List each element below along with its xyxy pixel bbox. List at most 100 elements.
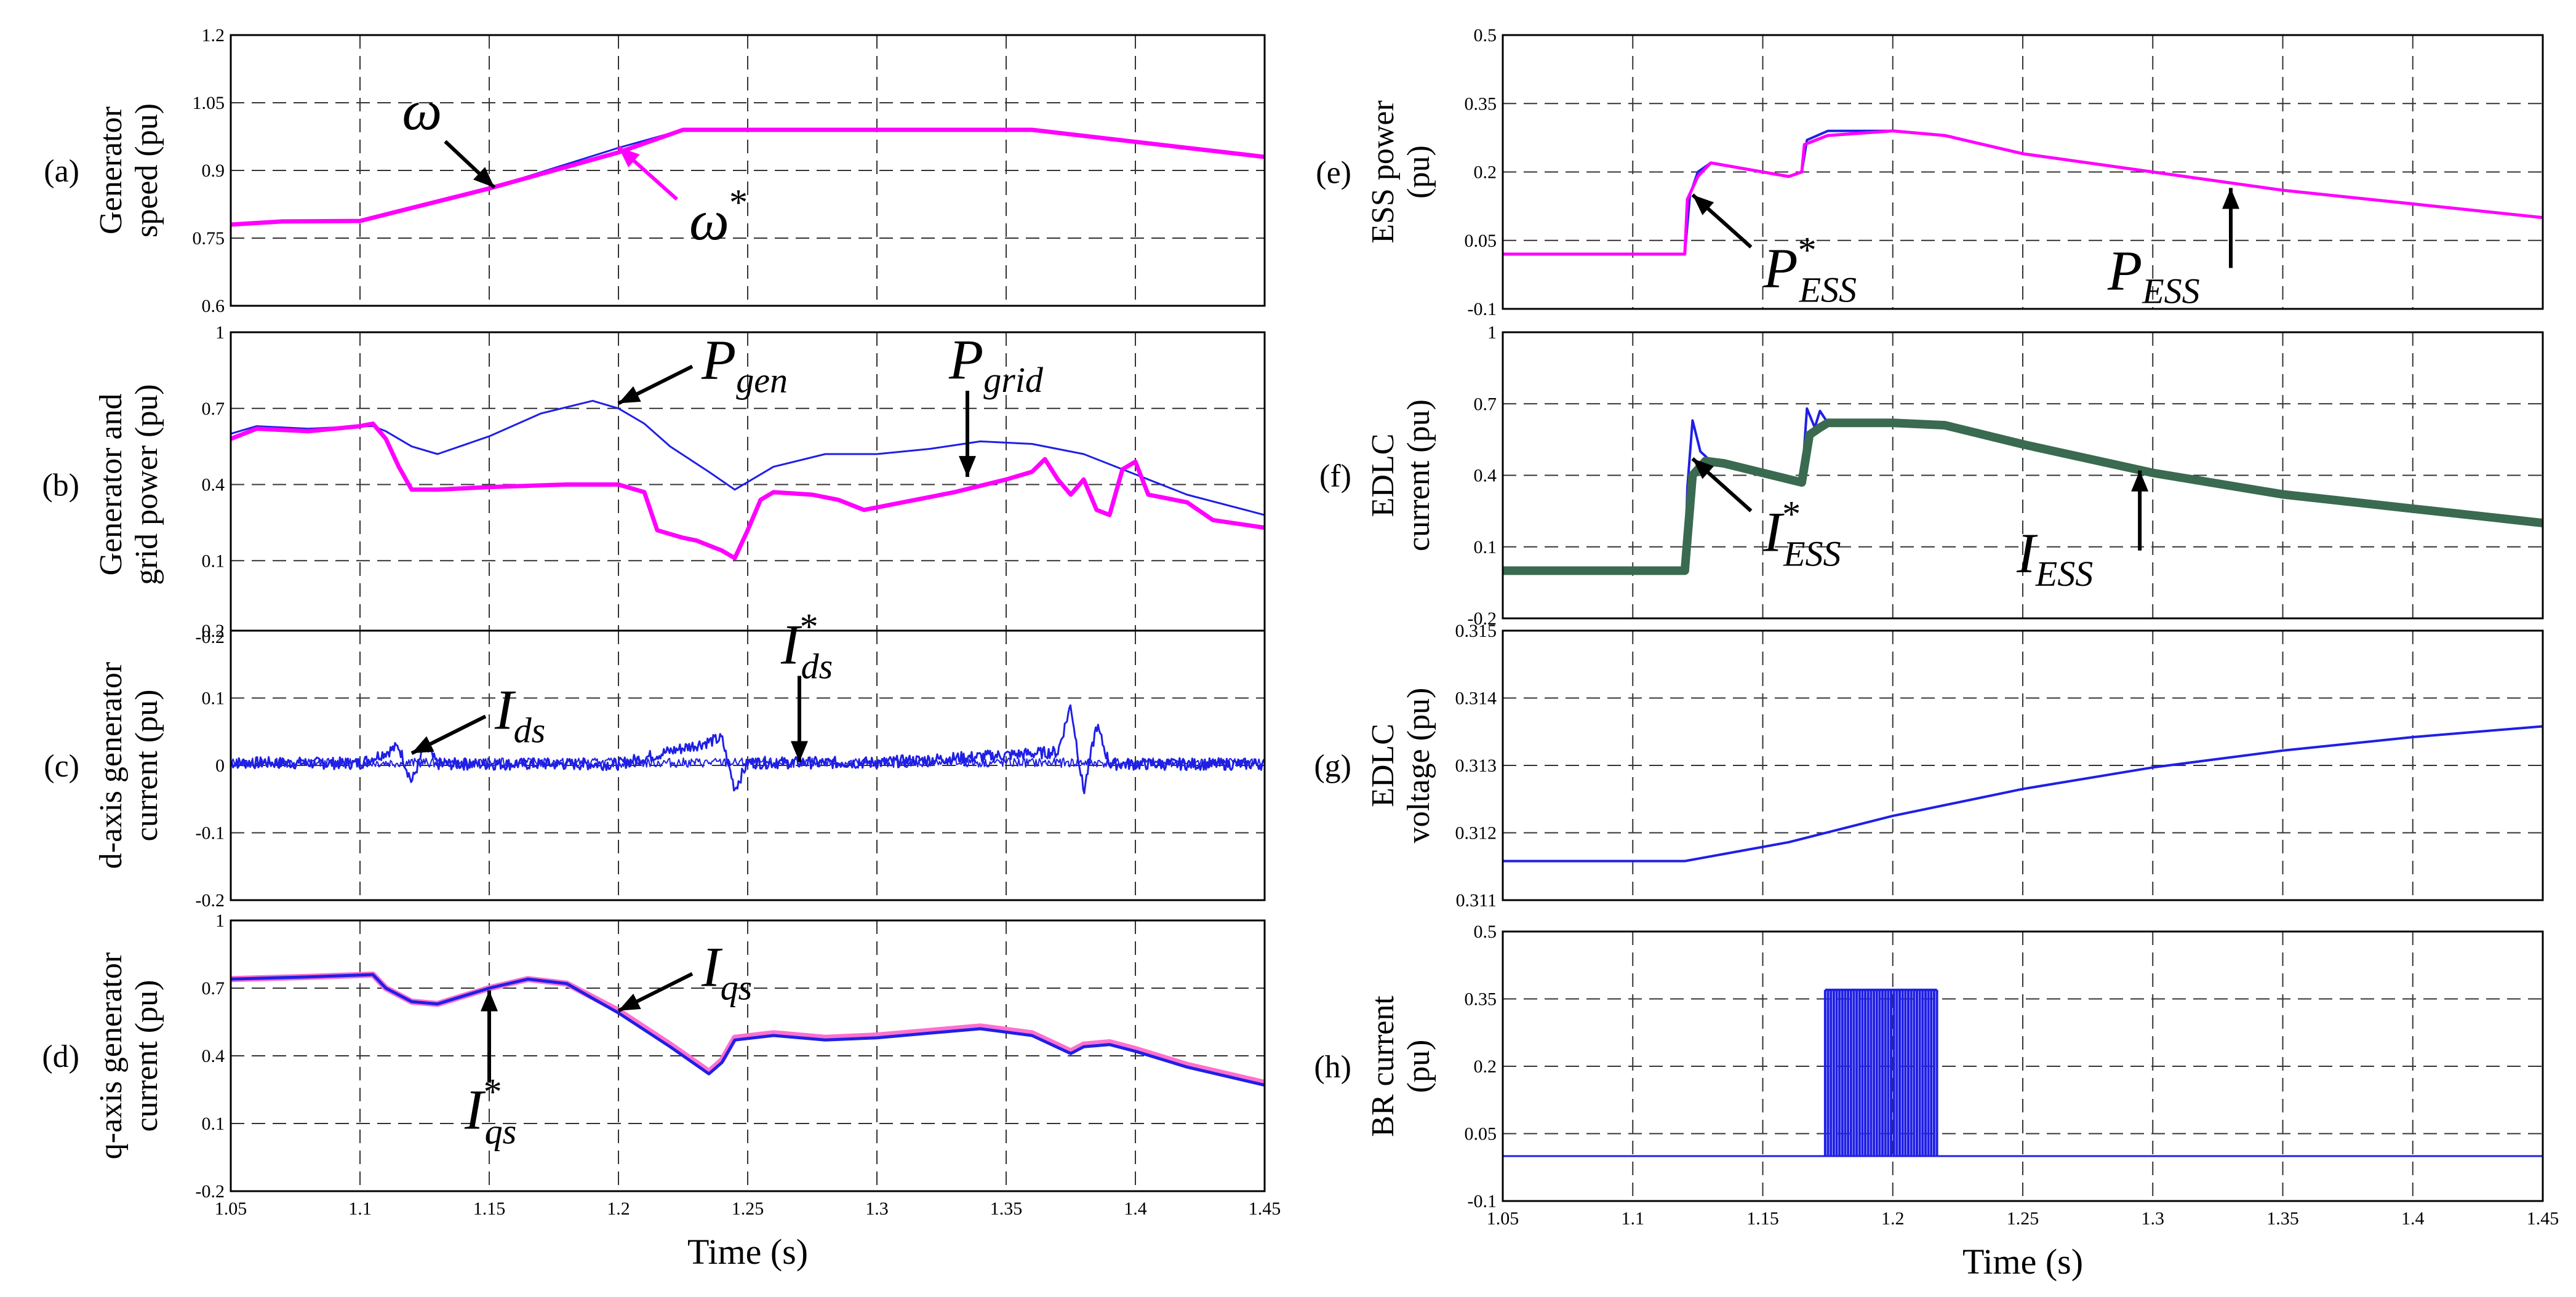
x-tick-label: 1.25	[2007, 1208, 2039, 1229]
y-tick-label: 0.4	[1474, 466, 1497, 486]
y-tick-label: -0.1	[196, 823, 225, 844]
series-group	[1503, 129, 2543, 256]
y-tick-label: -0.2	[196, 627, 225, 647]
x-axis-label: Time (s)	[1962, 1242, 2083, 1282]
annotation-label-1: IESS	[2016, 522, 2093, 594]
y-axis-label: (pu)	[1401, 1040, 1436, 1093]
y-axis-label: ESS power	[1366, 100, 1401, 244]
panel-label: (c)	[44, 749, 79, 784]
annotation-label-0: ω	[402, 79, 442, 142]
y-tick-label: 1.05	[193, 93, 225, 113]
panel-f: -0.2 0.1 0.4 0.7 1 EDLC current (pu) (f) I* ESS IE…	[1319, 322, 2544, 629]
axes-frame	[1502, 629, 2544, 901]
y-tick-label: 0.311	[1456, 890, 1497, 911]
y-tick-label: 0.7	[202, 399, 225, 419]
series-line-1	[231, 127, 1265, 227]
y-tick-label: 0.9	[202, 161, 225, 181]
x-tick-label: 1.45	[2527, 1208, 2559, 1229]
annotation-arrow-0-head	[1692, 458, 1714, 479]
annotation-label-1: I* ds	[780, 607, 833, 687]
y-tick-label: -0.2	[196, 1181, 225, 1202]
y-tick-label: 0.7	[1474, 394, 1497, 414]
x-tick-label: 1.2	[607, 1199, 630, 1219]
panel-label: (f)	[1319, 459, 1351, 494]
y-axis-label: q-axis generator	[94, 952, 129, 1159]
y-tick-label: 0.5	[1474, 922, 1497, 942]
x-tick-label: 1.4	[1124, 1199, 1147, 1219]
annotation-arrow-1-head	[618, 146, 640, 167]
y-tick-label: 0.05	[1465, 1124, 1497, 1144]
y-axis-label: current (pu)	[1401, 399, 1436, 551]
y-tick-label: 0.75	[193, 228, 225, 249]
y-axis-label: Generator and	[94, 394, 129, 576]
annotation-label-1: ω*	[689, 182, 748, 252]
x-axis-label: Time (s)	[687, 1232, 808, 1272]
annotation-arrow-1-head	[2131, 470, 2149, 492]
x-tick-label: 1.05	[1487, 1208, 1519, 1229]
axes-frame	[230, 629, 1266, 901]
y-tick-label: 0.1	[202, 1114, 225, 1134]
panel-h: -0.1 0.05 0.2 0.35 0.5 1.05 1.1 1.15 1.2 1.25 1.3 1…	[1314, 922, 2559, 1282]
y-tick-label: -0.2	[1468, 609, 1497, 629]
series-group	[1503, 725, 2543, 863]
y-tick-label: -0.1	[1468, 1191, 1497, 1211]
x-tick-label: 1.45	[1249, 1199, 1281, 1219]
annotation-arrow-0-head	[618, 993, 641, 1011]
y-tick-label: 1	[215, 322, 225, 343]
y-tick-label: 0.2	[1474, 162, 1497, 183]
series-group	[1503, 988, 2543, 1157]
y-axis-label: grid power (pu)	[129, 384, 164, 585]
panel-e: -0.1 0.05 0.2 0.35 0.5 ESS power (pu) (e) P* ESS P…	[1316, 25, 2544, 319]
y-tick-label: 0.5	[1474, 25, 1497, 46]
y-tick-label: 0.4	[202, 475, 225, 495]
y-axis-label: speed (pu)	[129, 103, 164, 237]
y-tick-label: -0.1	[1468, 299, 1497, 319]
y-tick-label: 0.1	[202, 688, 225, 709]
y-tick-label: 0	[215, 756, 225, 776]
annotation-label-1: Pgrid	[948, 328, 1044, 400]
y-tick-label: 0.1	[1474, 537, 1497, 557]
y-tick-label: 0.4	[202, 1046, 225, 1066]
y-axis-label: d-axis generator	[94, 662, 129, 869]
series-line-1	[1503, 129, 2543, 256]
y-tick-label: 0.05	[1465, 231, 1497, 251]
y-tick-label: 0.313	[1455, 756, 1497, 776]
panel-label: (b)	[42, 468, 79, 503]
axes-frame	[1502, 34, 2544, 310]
x-tick-label: 1.05	[215, 1199, 247, 1219]
annotation-label-0: Iqs	[701, 936, 752, 1008]
y-axis-label: EDLC	[1366, 724, 1401, 807]
annotation-label-0: Ids	[494, 678, 545, 750]
x-tick-label: 1.15	[1746, 1208, 1779, 1229]
y-axis-label: current (pu)	[129, 980, 164, 1132]
y-tick-label: 0.6	[202, 296, 225, 316]
series-line-1	[231, 421, 1265, 561]
series-line-1	[231, 757, 1265, 768]
x-tick-label: 1.4	[2401, 1208, 2425, 1229]
x-tick-label: 1.15	[473, 1199, 506, 1219]
y-tick-label: 0.7	[202, 978, 225, 999]
axes-frame	[1502, 331, 2544, 620]
panel-label: (g)	[1314, 749, 1351, 784]
axes-frame	[230, 919, 1266, 1192]
y-axis-label: EDLC	[1366, 434, 1401, 517]
y-tick-label: 0.35	[1465, 94, 1497, 114]
x-tick-label: 1.2	[1881, 1208, 1905, 1229]
panel-label: (d)	[42, 1039, 79, 1074]
y-tick-label: 0.2	[202, 621, 225, 641]
y-axis-label: current (pu)	[129, 690, 164, 842]
annotation-arrow-1-head	[959, 456, 976, 477]
x-tick-label: 1.3	[2142, 1208, 2165, 1229]
annotation-arrow-1-head	[481, 990, 498, 1012]
x-tick-label: 1.1	[348, 1199, 372, 1219]
x-tick-label: 1.35	[990, 1199, 1023, 1219]
y-tick-label: 0.2	[1474, 1056, 1497, 1077]
y-tick-label: 0.1	[202, 551, 225, 571]
annotation-arrow-0-head	[618, 386, 641, 404]
x-tick-label: 1.1	[1622, 1208, 1645, 1229]
panel-c: -0.2 -0.1 0 0.1 0.2 d-axis generator current (…	[44, 607, 1266, 911]
y-tick-label: 1	[215, 911, 225, 931]
panel-label: (h)	[1314, 1050, 1351, 1085]
panel-g: 0.311 0.312 0.313 0.314 0.315 EDLC voltage (pu…	[1314, 621, 2544, 911]
